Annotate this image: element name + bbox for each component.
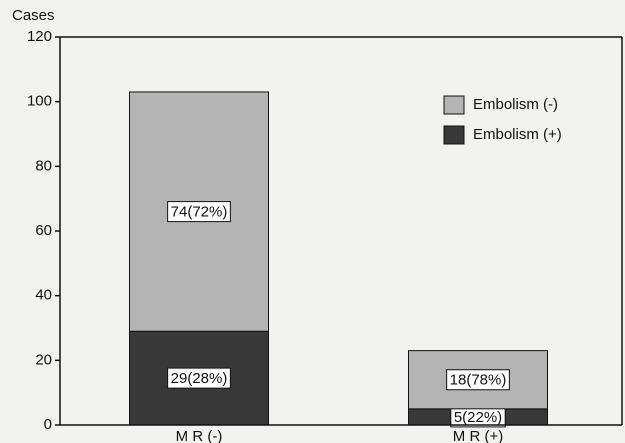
value-label: 5(22%) [454, 409, 502, 426]
y-tick-label: 100 [27, 93, 52, 110]
legend-swatch [443, 95, 465, 115]
y-tick-label: 120 [27, 28, 52, 45]
value-label: 74(72%) [171, 204, 228, 221]
y-tick-label: 60 [35, 222, 52, 239]
x-tick-label: M R (-) [176, 428, 223, 443]
y-tick-label: 0 [44, 416, 52, 433]
value-label-box [446, 369, 510, 391]
y-tick-label: 40 [35, 287, 52, 304]
legend-swatch [443, 125, 465, 145]
legend-label: Embolism (+) [473, 126, 562, 143]
legend-label: Embolism (-) [473, 96, 558, 113]
y-axis-label: Cases [12, 7, 55, 24]
value-label: 29(28%) [171, 370, 228, 387]
value-label-box [167, 201, 231, 223]
value-label: 18(78%) [450, 372, 507, 389]
value-label-box [167, 367, 231, 389]
x-tick-label: M R (+) [453, 428, 503, 443]
y-tick-label: 20 [35, 351, 52, 368]
y-tick-label: 80 [35, 157, 52, 174]
